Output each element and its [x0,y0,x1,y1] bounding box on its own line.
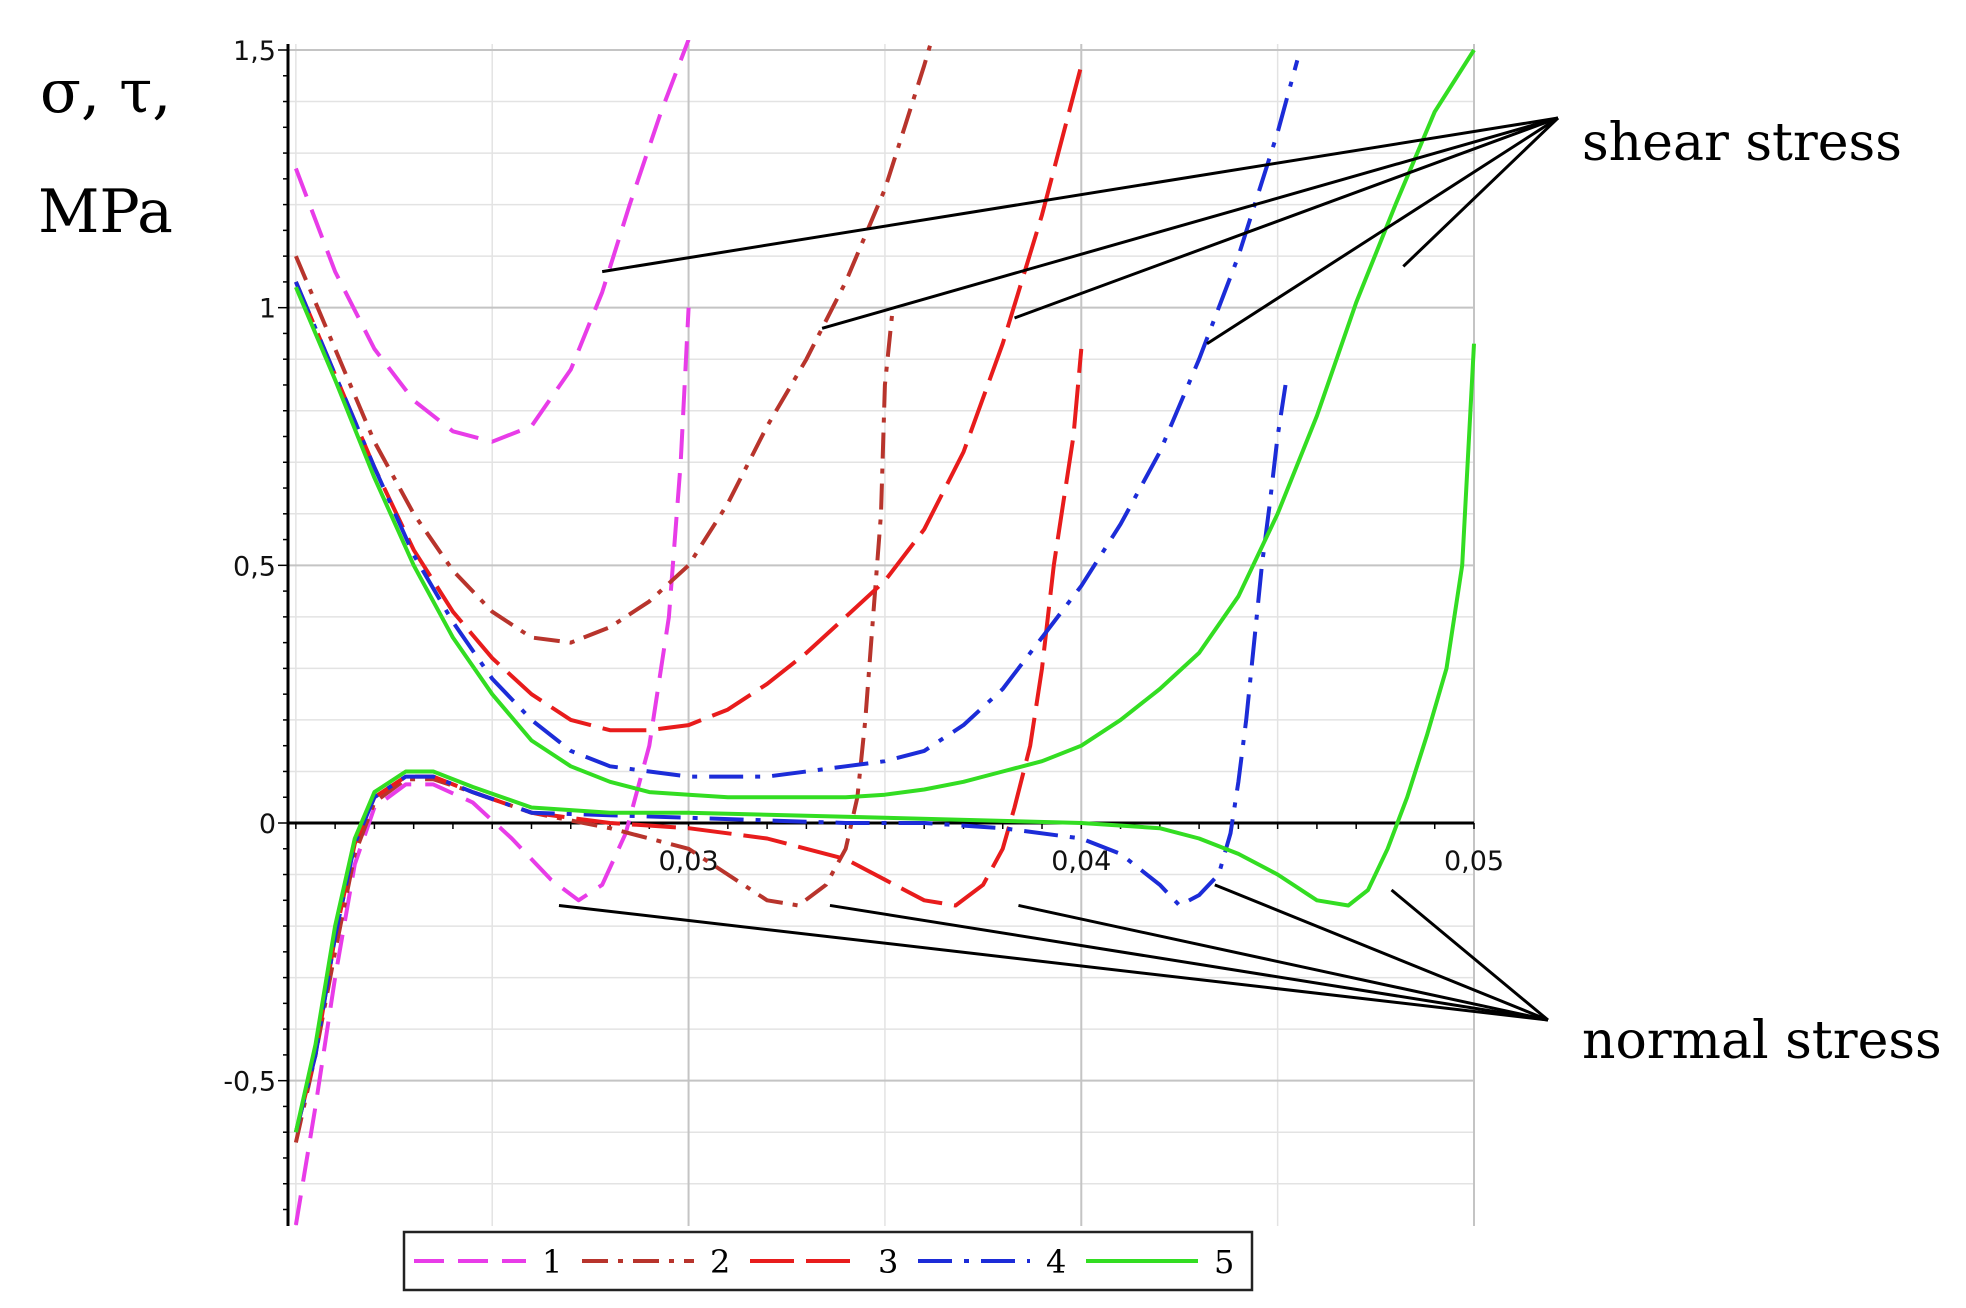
legend-label-4: 4 [1046,1243,1066,1281]
shear-leader-line [601,116,1559,274]
shear-leader-line [1402,116,1560,268]
y-tick-label: 0 [259,809,276,840]
y-tick-label: 1,5 [233,36,276,67]
series-5-shear-curve [294,48,1476,800]
legend-label-1: 1 [542,1243,562,1281]
y-tick-label: 1 [259,294,276,325]
normal-leader-line [1390,888,1549,1022]
series-2-normal-curve [293,307,895,1143]
series-3-shear-curve [294,64,1084,733]
normal-leader-line [1214,883,1549,1022]
legend-label-3: 3 [878,1243,898,1281]
normal-leader-line [558,903,1549,1022]
legend: 1 2 3 4 5 [402,1230,1254,1292]
normal-leader-line [829,903,1549,1022]
series-5-normal-curve [293,343,1476,1133]
series-2-shear-curve [294,40,934,645]
normal-stress-annotation: normal stress [1582,1011,1942,1071]
y-axis-label-unit: MPa [38,177,173,247]
series-1-normal-curve [293,307,691,1226]
y-axis-label-symbols: σ, τ, [40,57,171,127]
shear-leader-line [1014,116,1559,320]
normal-leader-line [1018,903,1549,1022]
shear-leader-line [821,116,1559,330]
tick-labels: 0,03 0,04 0,05-0,500,511,5 [223,36,1504,1098]
y-tick-label: 0,5 [233,551,276,582]
y-tick-label: -0,5 [223,1067,276,1098]
series-lines [293,40,1476,1226]
annotation-leader-lines [558,116,1560,1022]
series-1-shear-curve [294,40,691,444]
x-tick-label: 0,05 [1444,846,1504,877]
series-4-shear-curve [294,59,1300,779]
shear-leader-line [1206,116,1559,346]
shear-stress-annotation: shear stress [1582,113,1902,173]
legend-label-5: 5 [1214,1243,1234,1281]
x-tick-label: 0,04 [1051,846,1111,877]
legend-label-2: 2 [710,1243,730,1281]
